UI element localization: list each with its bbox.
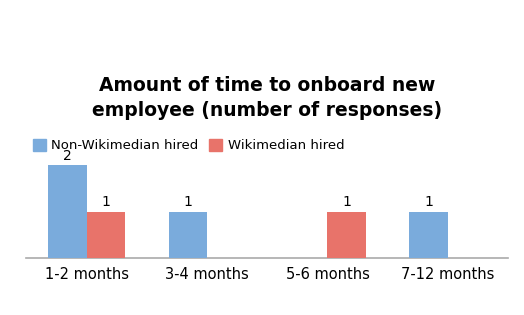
Title: Amount of time to onboard new
employee (number of responses): Amount of time to onboard new employee (… [92,76,442,120]
Bar [409,212,448,258]
Text: 2: 2 [63,149,72,163]
Bar [328,212,366,258]
Text: 1: 1 [424,195,433,209]
Bar [48,165,86,258]
Legend: Non-Wikimedian hired, Wikimedian hired: Non-Wikimedian hired, Wikimedian hired [33,139,344,152]
Text: 1: 1 [183,195,192,209]
Bar [86,212,125,258]
Text: 1: 1 [102,195,111,209]
Text: 1: 1 [342,195,351,209]
Bar [169,212,207,258]
